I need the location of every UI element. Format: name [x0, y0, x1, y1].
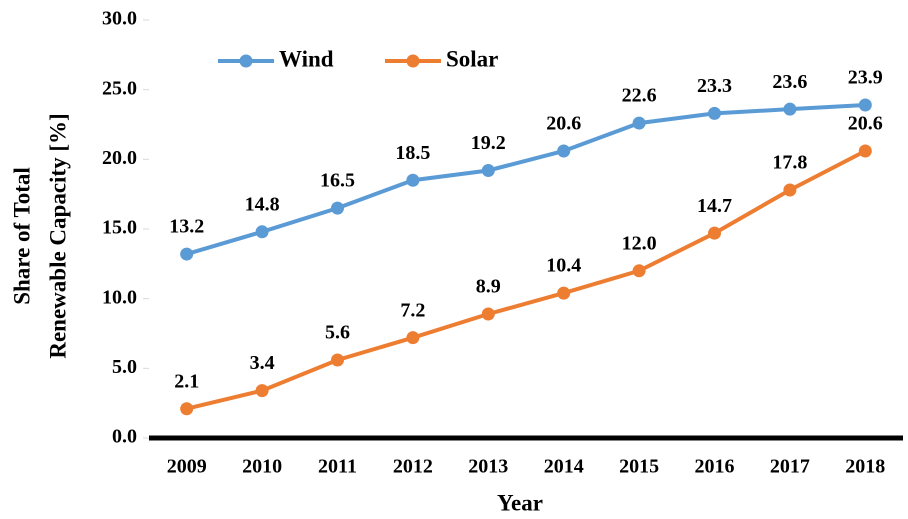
x-tick-label: 2013 — [468, 456, 508, 478]
data-point — [632, 116, 646, 130]
data-label: 19.2 — [471, 132, 506, 154]
data-point — [858, 98, 872, 112]
y-axis-title-line: Renewable Capacity [%] — [45, 113, 70, 358]
y-axis-title: Share of Total Renewable Capacity [%] — [9, 113, 70, 358]
x-tick-label: 2016 — [695, 456, 735, 478]
legend-marker — [239, 54, 253, 68]
x-tick-label: 2010 — [242, 456, 282, 478]
x-tick-label: 2011 — [318, 456, 357, 478]
data-label: 20.6 — [848, 113, 883, 135]
data-label: 16.5 — [320, 170, 355, 192]
data-point — [255, 384, 269, 398]
data-label: 13.2 — [169, 216, 204, 238]
data-point — [708, 226, 721, 240]
data-point — [180, 402, 194, 416]
data-label: 12.0 — [622, 232, 657, 254]
data-label: 23.3 — [697, 75, 732, 97]
data-point — [783, 183, 797, 197]
data-point — [783, 102, 797, 116]
data-point — [557, 144, 571, 158]
data-point — [858, 144, 872, 158]
data-label: 14.8 — [245, 193, 280, 215]
data-point — [255, 225, 269, 239]
data-point — [331, 201, 344, 215]
series-line — [186, 149, 867, 411]
data-point — [180, 247, 194, 261]
data-label: 20.6 — [546, 113, 581, 135]
data-point — [557, 286, 571, 300]
y-tick-label: 5.0 — [112, 356, 137, 378]
data-label: 3.4 — [250, 352, 275, 374]
y-tick-label: 0.0 — [112, 426, 137, 448]
series-line — [186, 102, 866, 256]
data-label: 8.9 — [476, 276, 501, 298]
data-point — [331, 353, 344, 367]
data-label: 2.1 — [174, 370, 199, 392]
data-label: 23.6 — [772, 71, 807, 93]
legend-label: Solar — [446, 46, 498, 71]
data-point — [481, 307, 495, 321]
data-point — [708, 106, 721, 120]
x-tick-label: 2015 — [619, 456, 659, 478]
y-tick-label: 25.0 — [102, 77, 137, 99]
y-tick-label: 15.0 — [102, 217, 137, 239]
data-label: 7.2 — [400, 299, 425, 321]
x-tick-label: 2017 — [770, 456, 810, 478]
x-tick-label: 2009 — [167, 456, 207, 478]
x-tick-label: 2012 — [393, 456, 433, 478]
data-label: 14.7 — [697, 195, 732, 217]
data-label: 18.5 — [395, 142, 430, 164]
data-label: 5.6 — [325, 322, 350, 344]
data-point — [632, 264, 646, 278]
y-tick-label: 20.0 — [102, 147, 137, 169]
y-tick-label: 10.0 — [102, 286, 137, 308]
data-label: 22.6 — [622, 85, 657, 107]
data-point — [406, 331, 420, 345]
legend-marker — [406, 54, 420, 68]
x-axis-title: Year — [497, 490, 543, 515]
data-point — [406, 173, 420, 187]
legend-label: Wind — [279, 46, 334, 71]
y-tick-label: 30.0 — [102, 8, 137, 30]
x-tick-label: 2014 — [544, 456, 584, 478]
data-label: 17.8 — [772, 152, 807, 174]
data-label: 23.9 — [848, 67, 883, 89]
data-label: 10.4 — [546, 255, 581, 277]
y-axis-title-line: Share of Total — [9, 167, 34, 305]
data-point — [481, 163, 495, 177]
x-tick-label: 2018 — [845, 456, 885, 478]
